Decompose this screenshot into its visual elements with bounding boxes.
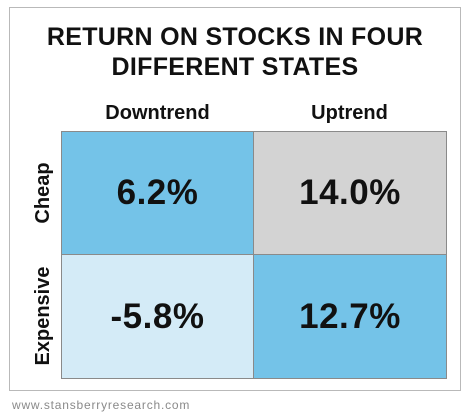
chart-frame	[9, 7, 461, 391]
row-header-expensive: Expensive	[32, 266, 54, 366]
heatmap-grid: 6.2% 14.0% -5.8% 12.7%	[61, 131, 447, 379]
column-header-uptrend: Uptrend	[311, 102, 388, 124]
row-header-cheap: Cheap	[32, 162, 54, 224]
chart-title-line-2: DIFFERENT STATES	[111, 53, 359, 81]
cell-expensive-uptrend: 12.7%	[254, 255, 446, 378]
column-header-downtrend: Downtrend	[105, 102, 210, 124]
cell-cheap-uptrend: 14.0%	[254, 132, 446, 255]
cell-cheap-downtrend: 6.2%	[62, 132, 254, 255]
chart-title-line-1: RETURN ON STOCKS IN FOUR	[46, 23, 424, 51]
cell-expensive-downtrend: -5.8%	[62, 255, 254, 378]
source-credit: www.stansberryresearch.com	[12, 398, 191, 412]
